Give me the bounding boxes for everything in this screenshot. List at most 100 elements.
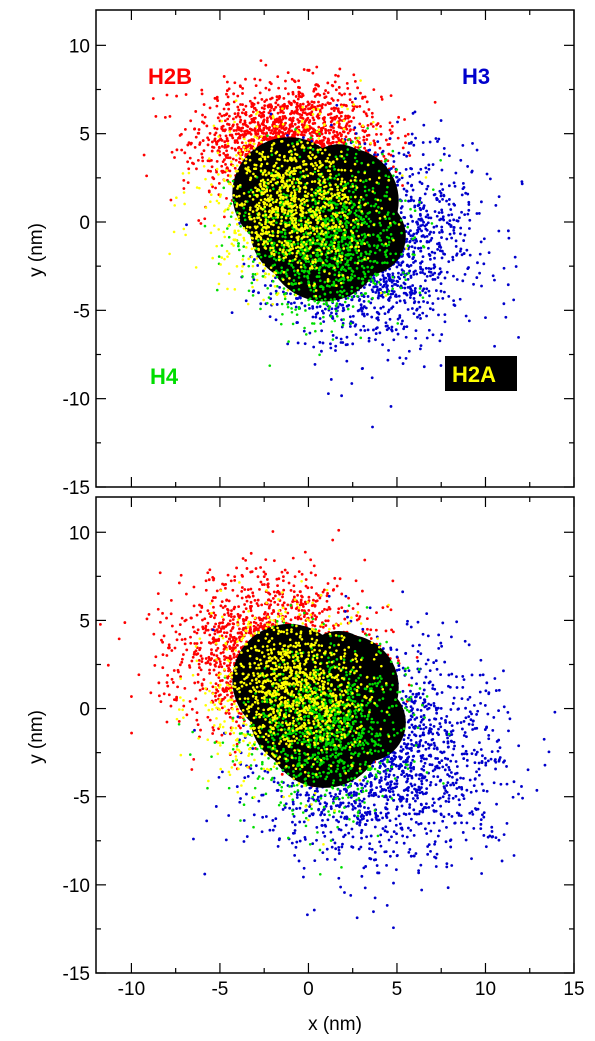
data-point	[347, 208, 351, 212]
data-point	[165, 93, 169, 97]
data-point	[291, 283, 295, 286]
data-point	[320, 190, 323, 194]
data-point	[331, 246, 334, 250]
data-point	[309, 255, 313, 258]
data-point	[354, 292, 357, 295]
data-point	[300, 130, 304, 134]
data-point	[462, 186, 466, 189]
data-point	[427, 266, 431, 270]
data-point	[225, 156, 228, 159]
data-point	[370, 111, 374, 115]
data-point	[204, 206, 208, 209]
data-point	[175, 94, 178, 98]
data-point	[497, 195, 501, 199]
data-point	[304, 231, 308, 234]
data-point	[387, 349, 390, 352]
data-point	[433, 192, 437, 196]
data-point	[316, 251, 319, 255]
data-point	[414, 259, 417, 263]
data-point	[334, 106, 338, 110]
data-point	[328, 235, 332, 239]
data-point	[253, 258, 256, 261]
data-point	[443, 320, 447, 324]
data-point	[299, 296, 302, 300]
data-point	[360, 223, 363, 227]
data-point	[443, 276, 447, 280]
data-point	[266, 105, 270, 109]
data-point	[373, 306, 376, 310]
data-point	[374, 197, 377, 201]
data-point	[409, 291, 413, 294]
data-point	[463, 213, 467, 217]
data-point	[331, 300, 334, 304]
data-point	[340, 285, 344, 289]
data-point	[275, 221, 278, 224]
data-point	[406, 222, 410, 226]
data-point	[401, 319, 404, 323]
data-point	[442, 147, 446, 150]
data-point	[250, 281, 254, 285]
data-point	[407, 254, 410, 258]
data-point	[333, 268, 337, 272]
data-point	[436, 140, 439, 143]
data-point	[215, 95, 219, 99]
data-point	[357, 276, 360, 280]
data-point	[215, 104, 219, 108]
data-point	[478, 252, 482, 256]
data-point	[369, 250, 372, 253]
data-point	[359, 216, 363, 219]
data-point	[249, 141, 252, 145]
data-point	[293, 273, 297, 277]
data-point	[205, 124, 209, 128]
data-point	[333, 319, 337, 323]
data-point	[418, 180, 422, 184]
data-point	[234, 115, 238, 119]
data-point	[236, 141, 240, 144]
data-point	[268, 364, 272, 367]
data-point	[237, 242, 240, 245]
data-point	[233, 288, 237, 291]
data-point	[292, 216, 295, 220]
data-point	[325, 259, 329, 263]
data-point	[271, 197, 274, 201]
data-point	[250, 231, 254, 234]
data-point	[314, 161, 317, 165]
data-point	[357, 299, 361, 302]
data-point	[321, 102, 325, 106]
data-point	[292, 99, 296, 103]
data-point	[362, 138, 366, 142]
data-point	[253, 135, 257, 138]
data-point	[374, 332, 378, 335]
data-point	[343, 257, 347, 260]
data-point	[345, 153, 349, 157]
data-point	[343, 205, 346, 209]
data-point	[321, 264, 325, 267]
data-point	[390, 325, 394, 329]
data-point	[337, 243, 340, 247]
data-point	[270, 172, 273, 175]
data-point	[513, 255, 517, 259]
data-point	[402, 327, 406, 331]
data-point	[362, 266, 366, 270]
data-point	[226, 180, 230, 183]
data-point	[468, 227, 471, 230]
data-point	[421, 311, 425, 315]
data-point	[435, 214, 439, 218]
data-point	[423, 192, 427, 196]
data-point	[333, 168, 336, 171]
data-point	[221, 171, 225, 174]
data-point	[252, 278, 256, 282]
data-point	[223, 119, 227, 123]
data-point	[441, 215, 445, 219]
data-point	[306, 100, 310, 104]
data-point	[405, 237, 409, 241]
data-point	[286, 268, 289, 272]
data-point	[354, 333, 358, 336]
data-point	[302, 263, 306, 267]
data-point	[381, 152, 384, 156]
data-point	[256, 239, 260, 242]
data-point	[346, 261, 349, 264]
data-point	[283, 297, 287, 301]
data-point	[331, 99, 335, 102]
data-point	[262, 118, 266, 122]
